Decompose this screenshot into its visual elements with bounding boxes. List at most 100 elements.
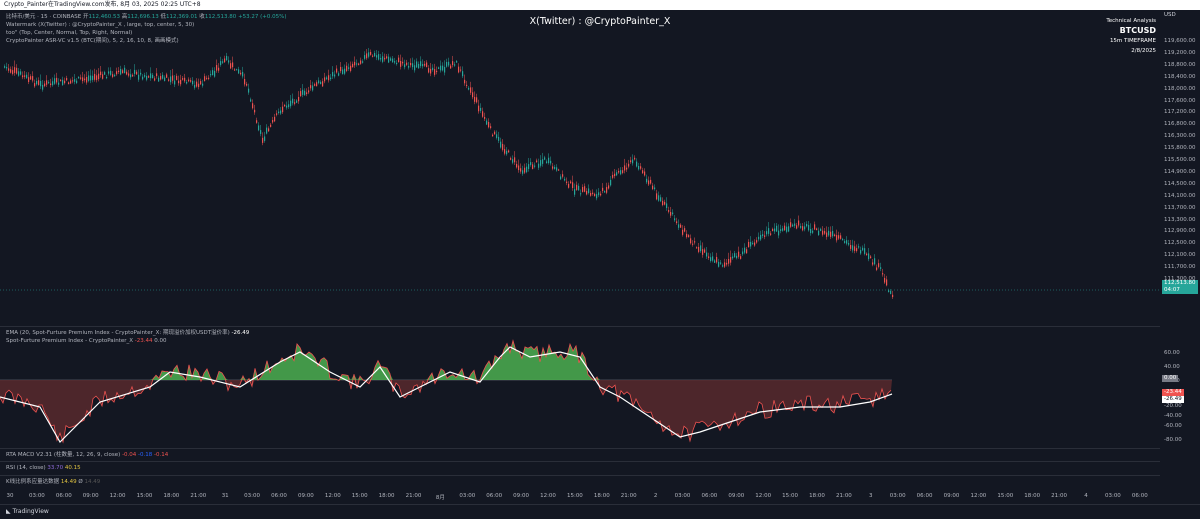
candle-body xyxy=(788,226,790,232)
legend-watermark-indicator[interactable]: Watermark (X(Twitter) : @CryptoPainter_X… xyxy=(6,22,195,28)
time-axis-label: 03:00 xyxy=(889,493,906,499)
candle-body xyxy=(70,80,72,84)
candle-body xyxy=(294,102,296,104)
candle-body xyxy=(772,228,774,232)
price-axis-label: 116,300.00 xyxy=(1164,133,1196,140)
volume-label[interactable]: K线比例系应量达数据 xyxy=(6,479,60,485)
premium-negative-area xyxy=(0,380,892,443)
candle-body xyxy=(246,83,248,86)
main-legend-ohlc: 比特币/美元 · 15 · COINBASE 开112,460.53 高112,… xyxy=(6,13,287,21)
top-bar: Crypto_Painter在TradingView.com发布, 8月 03,… xyxy=(0,0,1200,10)
candle-body xyxy=(356,63,358,65)
time-axis-label: 03:00 xyxy=(244,493,261,499)
legend-too-indicator[interactable]: too" (Top, Center, Normal, Top, Right, N… xyxy=(6,30,133,36)
candle-body xyxy=(402,61,404,64)
candle-body xyxy=(88,75,90,81)
time-axis-label: 12:00 xyxy=(109,493,126,499)
candle-body xyxy=(270,124,272,127)
candle-body xyxy=(336,68,338,73)
candle-body xyxy=(448,61,450,66)
candle-body xyxy=(62,79,64,86)
time-axis-label: 21:00 xyxy=(835,493,852,499)
candle-body xyxy=(694,241,696,243)
macd-value-2: -0.18 xyxy=(138,452,153,458)
candle-body xyxy=(632,159,634,164)
candle-body xyxy=(690,238,692,244)
candle-body xyxy=(94,73,96,80)
rsi-label[interactable]: RSI (14, close) xyxy=(6,465,46,471)
candle-body xyxy=(640,166,642,169)
time-axis-label: 12:00 xyxy=(324,493,341,499)
candle-body xyxy=(400,61,402,67)
candle-body xyxy=(328,75,330,81)
candle-body xyxy=(286,105,288,108)
premium-ema-label[interactable]: EMA (20, Spot-Furture Premium Index - Cr… xyxy=(6,330,230,336)
legend-asr-indicator[interactable]: CryptoPainter ASR-VC v1.5 (BTC(期间), 5, 2… xyxy=(6,38,179,44)
candle-body xyxy=(150,73,152,79)
candle-body xyxy=(696,247,698,249)
candle-body xyxy=(370,51,372,55)
candle-body xyxy=(610,179,612,186)
premium-index-label[interactable]: Spot-Furture Premium Index - CryptoPaint… xyxy=(6,338,133,344)
price-axis[interactable]: USD 119,600.00 119,200.00 118,800.00 118,40… xyxy=(1162,10,1200,490)
time-axis[interactable]: 30 03:00 06:00 09:00 12:00 15:00 18:00 21:00 31 0… xyxy=(0,490,1160,504)
candle-body xyxy=(420,61,422,67)
candle-body xyxy=(422,64,424,67)
candle-body xyxy=(228,60,230,63)
candle-body xyxy=(720,262,722,264)
candle-body xyxy=(674,218,676,221)
candle-body xyxy=(210,74,212,76)
time-axis-label: 4 xyxy=(1084,493,1088,499)
time-axis-label: 18:00 xyxy=(1024,493,1041,499)
price-axis-label: 113,300.00 xyxy=(1164,216,1196,223)
candle-body xyxy=(18,71,20,76)
candle-body xyxy=(884,277,886,283)
candle-body xyxy=(652,185,654,190)
candle-body xyxy=(700,245,702,252)
candle-body xyxy=(392,58,394,63)
candle-body xyxy=(372,55,374,57)
candle-body xyxy=(12,70,14,74)
candle-body xyxy=(10,69,12,73)
candle-body xyxy=(320,81,322,84)
candle-body xyxy=(704,249,706,253)
candle-body xyxy=(514,157,516,163)
candle-body xyxy=(814,224,816,230)
candle-body xyxy=(130,74,132,78)
candle-body xyxy=(104,72,106,75)
chart-area[interactable] xyxy=(0,10,1160,490)
volume-legend: K线比例系应量达数据 14.49 Ø 14.49 xyxy=(6,478,100,486)
pane-divider-vol[interactable] xyxy=(0,475,1160,476)
candle-body xyxy=(136,71,138,75)
candle-body xyxy=(796,225,798,229)
candle-body xyxy=(288,104,290,108)
pane-divider-rsi[interactable] xyxy=(0,461,1160,462)
candle-body xyxy=(618,170,620,173)
price-axis-label: 118,000.00 xyxy=(1164,85,1196,92)
candle-body xyxy=(158,77,160,82)
premium-axis-label: 60.00 xyxy=(1164,350,1180,356)
macd-label[interactable]: RTA MACD V2.31 (柱数量, 12, 26, 9, close) xyxy=(6,452,121,458)
candle-body xyxy=(384,57,386,60)
candle-body xyxy=(184,77,186,82)
candle-body xyxy=(466,84,468,86)
candle-body xyxy=(838,235,840,239)
legend-symbol[interactable]: 比特币/美元 · 15 · COINBASE xyxy=(6,14,82,20)
candle-body xyxy=(72,80,74,82)
time-axis-label: 09:00 xyxy=(82,493,99,499)
currency-label[interactable]: USD xyxy=(1164,12,1176,18)
price-axis-label: 117,200.00 xyxy=(1164,109,1196,116)
pane-divider-premium[interactable] xyxy=(0,326,1160,327)
candle-body xyxy=(342,69,344,74)
candle-body xyxy=(868,253,870,260)
candle-body xyxy=(414,65,416,71)
candle-body xyxy=(650,179,652,184)
candle-body xyxy=(536,160,538,163)
chart-canvas[interactable] xyxy=(0,10,1160,490)
candle-body xyxy=(202,83,204,86)
candle-body xyxy=(834,234,836,237)
candle-body xyxy=(300,91,302,97)
candle-body xyxy=(586,190,588,195)
candle-body xyxy=(220,61,222,65)
pane-divider-macd[interactable] xyxy=(0,448,1160,449)
